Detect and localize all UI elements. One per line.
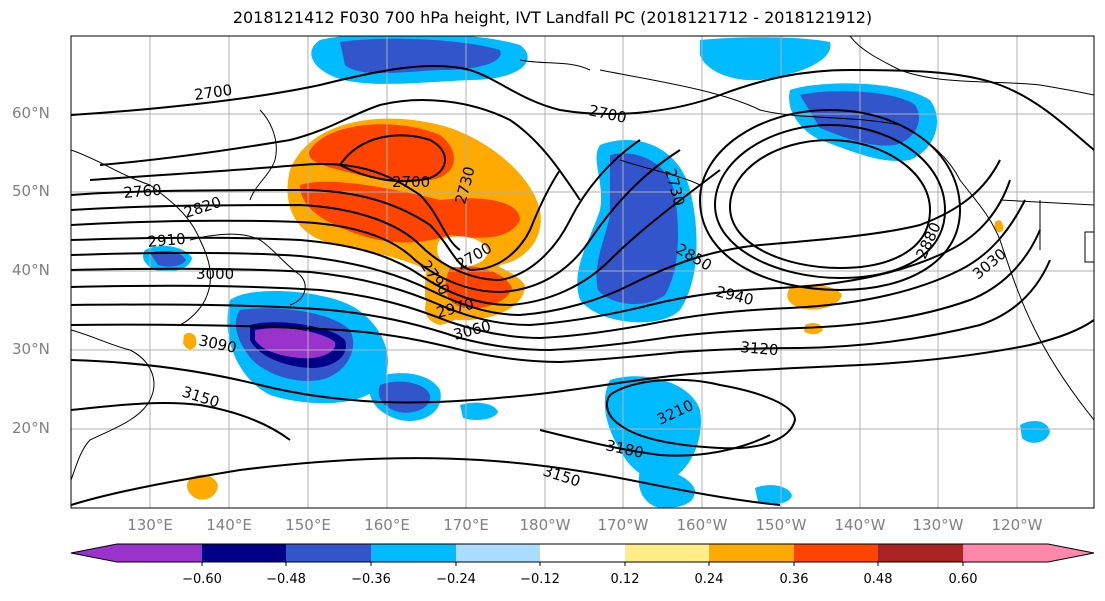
colorbar-tick-label: −0.12 (520, 572, 560, 587)
colorbar-segment (286, 544, 371, 562)
map-title: 2018121412 F030 700 hPa height, IVT Land… (232, 8, 873, 27)
colorbar-tick-label: 0.48 (863, 572, 893, 587)
lon-label: 170°W (597, 516, 649, 534)
contour-label: 3120 (740, 338, 780, 359)
negative-anomaly-blob (755, 485, 792, 505)
negative-anomaly-blob (638, 468, 695, 508)
contour-label: 2940 (714, 282, 755, 309)
lon-label: 170°E (443, 516, 489, 534)
negative-anomaly-blob (700, 37, 831, 81)
contour-label: 3150 (541, 462, 583, 491)
colorbar-tick-label: −0.48 (266, 572, 306, 587)
colorbar-segment (709, 544, 794, 562)
positive-anomaly-blob (804, 322, 823, 335)
colorbar-segment (456, 544, 540, 562)
contour-label: 2820 (182, 193, 224, 222)
contour-label: 2700 (392, 173, 430, 191)
lat-label-60n: 60°N (12, 104, 50, 122)
lat-label-50n: 50°N (12, 182, 50, 200)
colorbar-tick-label: −0.36 (351, 572, 391, 587)
positive-anomaly-blob (300, 181, 520, 243)
positive-anomaly-blob (187, 474, 218, 500)
lon-label: 120°W (991, 516, 1043, 534)
negative-anomaly-blob (596, 153, 678, 305)
map-gridlines (71, 36, 1094, 508)
colorbar-segment (71, 544, 202, 562)
colorbar-tick-label: 0.60 (948, 572, 978, 587)
contour-label: 2700 (587, 101, 628, 127)
lat-label-20n: 20°N (12, 419, 50, 437)
positive-anomaly-blob (787, 284, 842, 310)
lon-label: 180°W (519, 516, 571, 534)
colorbar-tick-label: 0.36 (779, 572, 809, 587)
contour-label: 2760 (123, 181, 163, 202)
colorbar (70, 543, 1095, 566)
colorbar-segment (371, 544, 456, 562)
lon-label: 140°E (206, 516, 252, 534)
negative-anomaly-blob (460, 402, 498, 420)
positive-anomaly-blob (183, 332, 197, 350)
colorbar-segment (794, 544, 878, 562)
lon-label: 160°W (676, 516, 728, 534)
contour-label: 2700 (193, 81, 233, 104)
lat-label-40n: 40°N (12, 261, 50, 279)
colorbar-tick-label: −0.60 (182, 572, 222, 587)
negative-anomaly-blob (340, 38, 501, 74)
colorbar-tick-label: −0.24 (436, 572, 476, 587)
negative-anomaly-blob (255, 328, 336, 359)
contour-label: 3150 (180, 383, 222, 412)
lat-label-30n: 30°N (12, 340, 50, 358)
lon-label: 140°W (834, 516, 886, 534)
lon-label: 130°E (127, 516, 173, 534)
contour-label: 2910 (147, 230, 187, 251)
positive-anomaly-blob (994, 220, 1004, 233)
colorbar-segment (202, 544, 286, 562)
negative-anomaly-blob (378, 381, 431, 413)
positive-anomaly-blob (445, 266, 512, 309)
lon-label: 150°E (285, 516, 331, 534)
contour-label: 3060 (451, 317, 493, 344)
colorbar-segment (540, 544, 625, 562)
lon-label: 150°W (755, 516, 807, 534)
colorbar-tick-label: 0.12 (610, 572, 640, 587)
coastlines (71, 36, 1094, 481)
negative-anomaly-blob (800, 91, 919, 146)
lon-label: 160°E (364, 516, 410, 534)
colorbar-segment (878, 544, 963, 562)
negative-anomaly-blob (150, 250, 186, 267)
map-frame (70, 35, 1095, 509)
height-contours (71, 65, 1094, 506)
negative-anomaly-blob (1020, 420, 1050, 443)
colorbar-segment (963, 544, 1094, 562)
contour-label: 3000 (196, 265, 234, 283)
colorbar-outline (70, 543, 1095, 563)
colorbar-tick-label: 0.24 (694, 572, 724, 587)
colorbar-segment (625, 544, 709, 562)
lon-label: 130°W (912, 516, 964, 534)
